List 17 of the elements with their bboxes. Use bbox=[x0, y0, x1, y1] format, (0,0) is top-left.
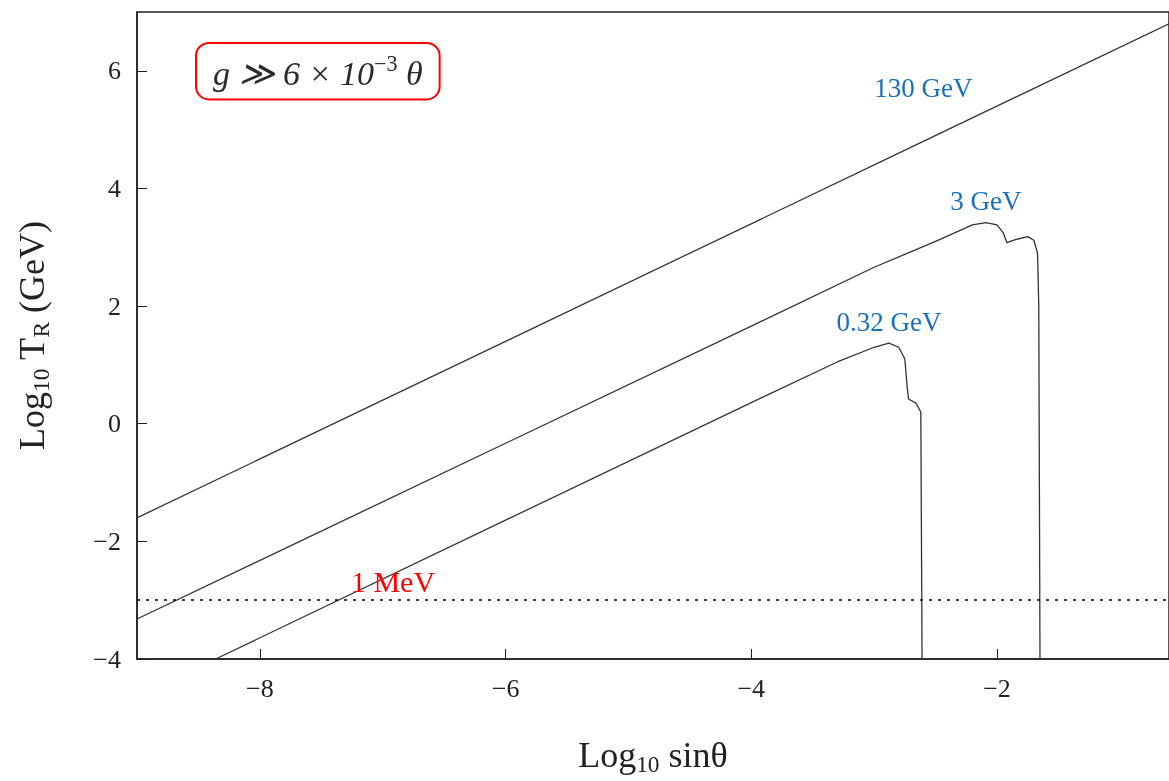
series-label: 130 GeV bbox=[874, 72, 973, 103]
y-tick-label: 4 bbox=[108, 173, 121, 203]
series-label: 3 GeV bbox=[950, 186, 1023, 217]
y-tick-label: 6 bbox=[108, 56, 121, 86]
line-series bbox=[136, 221, 1041, 660]
x-tick-label: −2 bbox=[983, 673, 1011, 703]
ref-line-label: 1 MeV bbox=[350, 564, 436, 598]
x-tick-label: −8 bbox=[246, 673, 274, 703]
y-tick-label: 0 bbox=[108, 409, 121, 439]
series-label: 0.32 GeV bbox=[836, 306, 942, 337]
x-tick-label: −4 bbox=[737, 673, 766, 703]
y-tick-label: −4 bbox=[93, 644, 121, 674]
y-axis-title: Log10 TR (GeV) bbox=[11, 221, 54, 450]
line-series bbox=[214, 342, 923, 660]
y-tick-label: −2 bbox=[93, 526, 121, 556]
x-tick-label: −6 bbox=[491, 673, 520, 703]
y-tick-label: 2 bbox=[108, 291, 121, 321]
